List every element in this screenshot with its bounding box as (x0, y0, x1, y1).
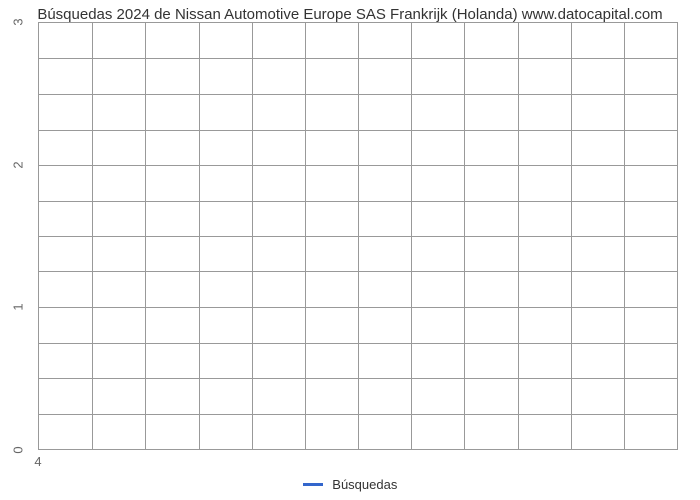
plot-area (38, 22, 678, 450)
gridline-v (571, 23, 572, 449)
legend-label: Búsquedas (332, 477, 397, 492)
gridline-v (624, 23, 625, 449)
chart-title: Búsquedas 2024 de Nissan Automotive Euro… (0, 6, 700, 23)
gridline-v (411, 23, 412, 449)
gridline-v (518, 23, 519, 449)
legend-swatch (303, 483, 323, 486)
y-tick-label: 3 (11, 12, 26, 32)
gridline-v (92, 23, 93, 449)
gridline-v (252, 23, 253, 449)
y-tick-label: 2 (11, 155, 26, 175)
gridline-v (464, 23, 465, 449)
y-tick-label: 0 (11, 440, 26, 460)
legend: Búsquedas (0, 476, 700, 492)
gridline-v (305, 23, 306, 449)
y-tick-label: 1 (11, 297, 26, 317)
gridline-v (358, 23, 359, 449)
gridline-v (145, 23, 146, 449)
gridline-v (199, 23, 200, 449)
chart-container: Búsquedas 2024 de Nissan Automotive Euro… (0, 0, 700, 500)
x-tick-label: 4 (34, 454, 41, 469)
